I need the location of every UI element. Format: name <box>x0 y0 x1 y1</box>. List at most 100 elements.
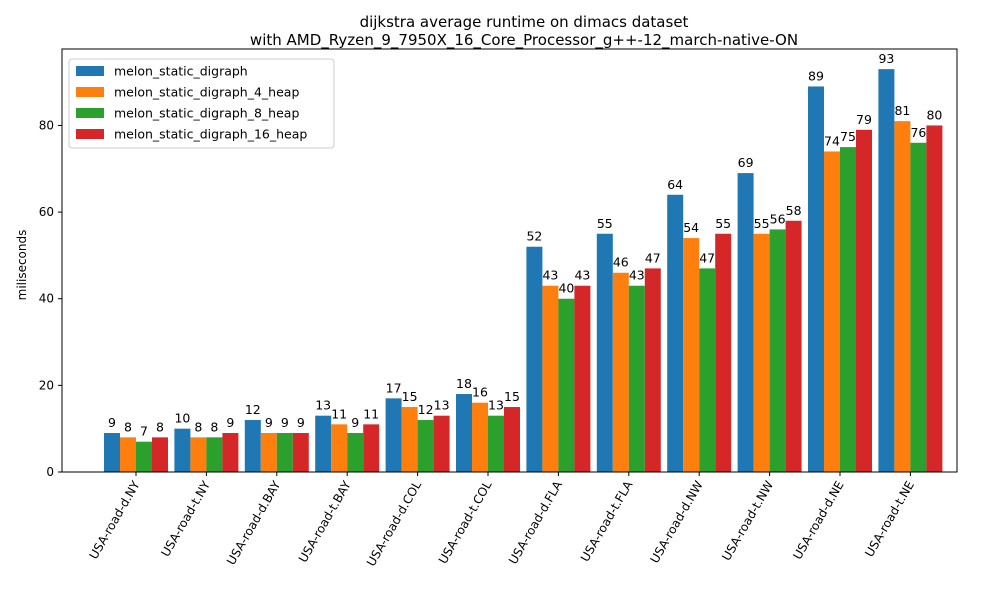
data-label: 8 <box>156 419 164 434</box>
data-label: 15 <box>402 389 418 404</box>
y-tick-label: 40 <box>39 292 54 306</box>
bar <box>385 398 402 472</box>
data-label: 47 <box>699 250 715 265</box>
y-tick-label: 60 <box>39 205 54 219</box>
bar <box>244 420 261 472</box>
bar <box>456 394 472 472</box>
bar <box>120 437 136 472</box>
bar <box>840 147 856 472</box>
data-label: 80 <box>926 107 942 122</box>
x-tick-label: USA-road-t.FLA <box>578 478 636 564</box>
legend-label: melon_static_digraph_8_heap <box>114 106 299 121</box>
x-tick-label: USA-road-t.COL <box>436 478 495 566</box>
data-label: 89 <box>808 68 824 83</box>
data-label: 9 <box>108 415 116 430</box>
data-label: 13 <box>488 398 504 413</box>
data-label: 55 <box>597 216 613 231</box>
x-tick-label: USA-road-d.FLA <box>506 478 565 567</box>
bar <box>558 298 575 472</box>
data-label: 17 <box>386 380 402 395</box>
bar <box>433 415 450 472</box>
bar <box>856 129 872 472</box>
bar <box>894 121 911 472</box>
x-axis: USA-road-d.NY USA-road-t.NY USA-road-d.BAY… <box>86 472 917 569</box>
y-tick-label: 20 <box>39 378 54 392</box>
bar <box>488 415 504 472</box>
bar <box>769 229 786 472</box>
bar <box>542 285 559 472</box>
bar <box>683 238 700 472</box>
data-label: 75 <box>840 129 856 144</box>
bar <box>628 285 645 472</box>
legend-label: melon_static_digraph_4_heap <box>114 85 299 100</box>
legend: melon_static_digraph melon_static_digraph… <box>68 58 335 149</box>
bar <box>363 424 380 472</box>
data-label: 43 <box>574 268 590 283</box>
data-label: 74 <box>824 133 840 148</box>
data-label: 55 <box>754 216 770 231</box>
data-label: 69 <box>738 155 754 170</box>
bar <box>785 220 802 472</box>
plot-frame <box>61 48 958 473</box>
data-label: 12 <box>245 402 261 417</box>
x-tick-label: USA-road-d.NE <box>790 479 846 562</box>
data-label: 9 <box>297 415 305 430</box>
legend-box <box>68 58 335 149</box>
data-label: 8 <box>210 419 218 434</box>
x-tick-label: USA-road-t.NE <box>862 479 917 560</box>
data-label: 11 <box>363 406 379 421</box>
data-label: 54 <box>683 220 699 235</box>
bar <box>136 441 152 472</box>
y-axis-label: miliseconds <box>15 230 29 301</box>
bar <box>926 125 943 472</box>
bar <box>401 407 418 472</box>
data-label: 9 <box>226 415 234 430</box>
bar <box>596 233 613 472</box>
bar <box>612 272 629 472</box>
bar <box>699 268 716 472</box>
x-tick-label: USA-road-d.BAY <box>224 478 284 567</box>
data-label: 56 <box>770 211 786 226</box>
data-label: 40 <box>558 281 574 296</box>
data-label: 10 <box>174 411 190 426</box>
legend-label: melon_static_digraph <box>114 64 248 79</box>
data-label: 9 <box>351 415 359 430</box>
bar <box>878 69 895 473</box>
bar <box>260 433 277 472</box>
y-tick-label: 0 <box>46 465 54 479</box>
legend-swatch <box>76 66 104 76</box>
bar <box>824 151 840 472</box>
data-label: 52 <box>526 229 542 244</box>
data-label: 55 <box>715 216 731 231</box>
bar <box>190 437 207 472</box>
x-tick-label: USA-road-d.NY <box>86 478 142 562</box>
x-tick-label: USA-road-d.COL <box>364 478 424 569</box>
bars-group <box>104 69 943 473</box>
data-label: 79 <box>856 112 872 127</box>
bar <box>644 268 661 472</box>
bar <box>737 173 754 472</box>
data-label: 13 <box>315 398 331 413</box>
y-tick-label: 80 <box>39 118 54 132</box>
data-label: 8 <box>124 419 132 434</box>
x-tick-label: USA-road-d.NW <box>647 478 705 565</box>
chart-title: dijkstra average runtime on dimacs datas… <box>360 13 689 31</box>
legend-label: melon_static_digraph_16_heap <box>114 127 307 142</box>
data-label: 18 <box>456 376 472 391</box>
x-tick-label: USA-road-t.NY <box>158 478 213 559</box>
bar <box>753 233 770 472</box>
data-label: 43 <box>629 268 645 283</box>
bar <box>152 437 168 472</box>
bar <box>472 402 488 472</box>
bar <box>808 86 824 473</box>
data-label: 93 <box>878 51 894 66</box>
data-label: 16 <box>472 385 488 400</box>
legend-swatch <box>76 108 104 118</box>
data-label: 13 <box>434 398 450 413</box>
x-tick-label: USA-road-t.NW <box>719 478 776 563</box>
data-label: 64 <box>667 177 683 192</box>
x-tick-label: USA-road-t.BAY <box>296 478 354 565</box>
bar <box>526 246 543 472</box>
